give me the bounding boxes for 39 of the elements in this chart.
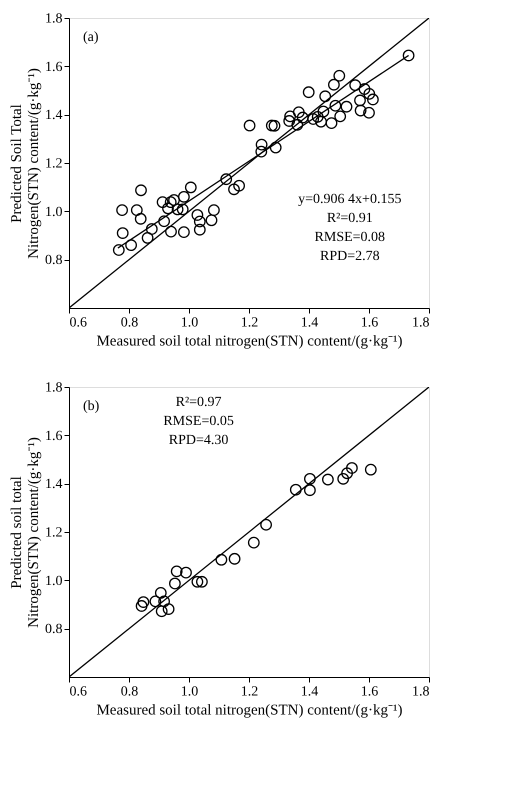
x-axis-title: Measured soil total nitrogen(STN) content/(g·kg⁻¹)	[96, 334, 403, 350]
y-tick-label: 1.2	[45, 526, 62, 540]
x-tick-label: 1.0	[180, 316, 198, 330]
x-axis-title: Measured soil total nitrogen(STN) content/(g·kg⁻¹)	[96, 702, 403, 718]
x-tick-label: 0.6	[70, 316, 87, 330]
y-tick-label: 0.8	[45, 253, 62, 268]
annotation: RMSE=0.05	[163, 414, 234, 429]
annotation: R²=0.97	[176, 395, 222, 410]
annotation: R²=0.91	[326, 211, 373, 226]
x-tick-label: 0.8	[120, 316, 138, 330]
x-tick-label: 0.8	[120, 684, 138, 700]
annotation: RPD=2.78	[320, 249, 380, 264]
y-axis-title: Predicted Soil Total Nitrogen(STN) content/(g·kg⁻¹)	[9, 68, 42, 259]
y-tick-label: 0.8	[45, 622, 62, 638]
x-tick-label: 1.2	[240, 684, 258, 700]
y-tick-label: 1.4	[45, 477, 62, 492]
y-tick-label: 1.4	[45, 108, 62, 124]
x-tick-label: 0.6	[70, 684, 87, 700]
y-tick-label: 1.0	[45, 204, 62, 220]
x-tick-label: 1.2	[240, 316, 258, 330]
y-tick-label: 1.8	[45, 380, 62, 396]
x-tick-label: 1.6	[360, 316, 378, 330]
x-tick-label: 1.8	[412, 684, 430, 700]
x-tick-label: 1.0	[180, 684, 198, 700]
annotation: RPD=4.30	[168, 433, 228, 448]
x-tick-label: 1.4	[300, 684, 318, 700]
x-tick-label: 1.8	[412, 316, 430, 330]
annotation: (a)	[83, 30, 99, 45]
annotation: (b)	[83, 399, 100, 414]
y-tick-label: 1.0	[45, 574, 62, 589]
annotation: y=0.906 4x+0.155	[298, 192, 402, 207]
y-tick-label: 1.8	[45, 12, 62, 26]
y-axis-title: Predicted soil total Nitrogen(STN) content/(g·kg⁻¹)	[9, 437, 42, 628]
y-tick-label: 1.6	[45, 428, 62, 444]
y-tick-label: 1.2	[45, 156, 62, 172]
x-tick-label: 1.4	[300, 316, 318, 330]
x-tick-label: 1.6	[360, 684, 378, 700]
annotation: RMSE=0.08	[314, 230, 386, 245]
y-tick-label: 1.6	[45, 60, 62, 75]
